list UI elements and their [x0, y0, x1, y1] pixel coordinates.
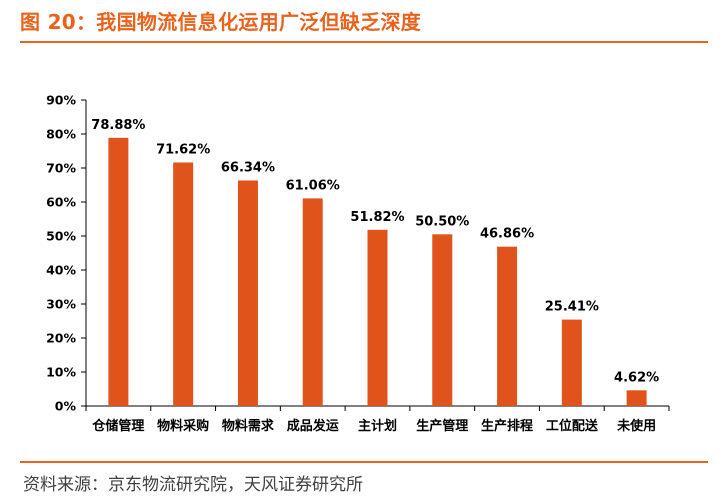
category-label: 主计划 [358, 418, 397, 434]
data-label: 78.88% [91, 118, 145, 133]
data-label: 50.50% [415, 214, 469, 229]
y-tick-label: 10% [46, 365, 76, 380]
bar [173, 162, 194, 406]
y-tick-label: 70% [46, 161, 76, 176]
y-tick-label: 90% [46, 93, 76, 108]
data-label: 61.06% [286, 178, 340, 193]
y-tick-label: 40% [46, 263, 76, 278]
figure-title: 图 20：我国物流信息化运用广泛但缺乏深度 [20, 10, 422, 34]
source-note: 资料来源：京东物流研究院，天风证券研究所 [23, 475, 363, 495]
category-label: 工位配送 [546, 418, 599, 434]
bar [561, 319, 582, 406]
category-label: 生产管理 [416, 418, 468, 434]
title-rule [20, 41, 708, 43]
bar-chart: 0% 10% 20% 30% 40% 50% 60% 70% 80% 90% 78.88% 仓储管理 7… [46, 93, 670, 434]
source-rule [20, 461, 708, 463]
category-label: 物料采购 [157, 418, 209, 434]
category-label: 成品发运 [287, 418, 339, 434]
bar [302, 198, 323, 406]
data-label: 66.34% [221, 160, 275, 175]
data-label: 4.62% [614, 370, 659, 385]
category-label: 仓储管理 [91, 418, 144, 434]
bar [432, 234, 453, 406]
category-label: 物料需求 [222, 418, 275, 434]
bar [237, 180, 258, 406]
y-tick-label: 60% [46, 195, 76, 210]
data-label: 51.82% [350, 210, 404, 225]
data-label: 25.41% [545, 300, 599, 315]
bar [108, 137, 129, 407]
data-label: 46.86% [480, 227, 534, 242]
y-tick-label: 80% [46, 127, 76, 142]
y-tick-label: 0% [55, 399, 77, 414]
category-label: 生产排程 [481, 418, 533, 434]
category-label: 未使用 [616, 418, 656, 434]
bar [497, 246, 518, 406]
bar [367, 229, 388, 406]
data-label: 71.62% [156, 142, 210, 157]
y-tick-label: 20% [46, 331, 76, 346]
bar [626, 390, 647, 406]
y-tick-label: 50% [46, 229, 76, 244]
y-tick-label: 30% [46, 297, 76, 312]
